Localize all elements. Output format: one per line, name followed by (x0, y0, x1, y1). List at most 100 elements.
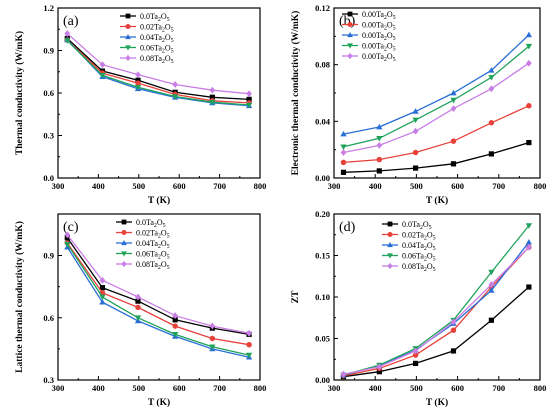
data-point (246, 96, 252, 102)
series-line (66, 40, 250, 106)
data-point (376, 156, 383, 163)
series-line (343, 34, 530, 135)
data-point (64, 241, 71, 248)
series-line (343, 246, 530, 377)
data-point (340, 370, 347, 378)
series-4 (340, 43, 532, 151)
legend-marker (121, 229, 127, 236)
x-tick-label: 500 (132, 181, 145, 191)
series-3 (64, 243, 253, 360)
data-point (209, 344, 216, 351)
data-point (64, 231, 71, 239)
chart-panel-1: 300 400 500 600 700 800 0.0 0.3 0.6 0.9 1.2 T (K) Th… (14, 3, 266, 206)
data-point (134, 315, 142, 321)
data-point (135, 293, 141, 301)
x-tick-label: 400 (369, 383, 382, 393)
legend-entry: 0.02Ta2O5 (140, 23, 174, 34)
series-5 (340, 59, 532, 156)
data-point (525, 238, 532, 245)
legend-entry: 0.04Ta2O5 (136, 239, 170, 250)
data-point (526, 59, 532, 67)
data-point (450, 97, 457, 104)
series-line (343, 141, 530, 173)
series-line (343, 62, 530, 154)
y-axis-title: ZT (291, 290, 301, 303)
legend-marker (121, 240, 127, 246)
series-line (343, 246, 530, 375)
x-tick-label: 400 (92, 383, 105, 393)
data-point (376, 142, 383, 149)
data-point (340, 169, 347, 175)
data-point (488, 67, 495, 73)
data-point (526, 284, 532, 290)
y-tick-label: 0.08 (315, 60, 330, 70)
series-4 (340, 223, 532, 379)
series-line (343, 286, 530, 378)
series-1 (340, 139, 532, 175)
x-tick-label: 800 (254, 383, 267, 393)
data-point (246, 341, 252, 348)
data-point (135, 304, 141, 311)
y-axis-title: Thermal conductivity (W/mK) (14, 31, 25, 155)
y-axis-title: Electronic thermal conductivity (W/mK) (290, 11, 301, 176)
y-tick-label: 1.2 (43, 3, 54, 13)
x-axis-title: T (K) (426, 195, 448, 206)
data-point (172, 81, 179, 88)
legend-marker (347, 52, 353, 60)
legend: 0.00Ta2O50.00Ta2O50.00Ta2O50.00Ta2O50.00… (342, 10, 396, 63)
legend-entry: 0.0Ta2O5 (402, 220, 432, 231)
x-axis-title: T (K) (148, 195, 170, 206)
legend-entry: 0.0Ta2O5 (136, 218, 166, 229)
series-line (66, 243, 250, 356)
y-tick-label: 0.05 (315, 334, 330, 344)
y-tick-label: 0.6 (43, 313, 54, 323)
series-5 (340, 243, 532, 378)
series-line (66, 242, 250, 346)
series-line (343, 105, 530, 164)
data-point (412, 108, 419, 114)
data-point (340, 144, 347, 151)
data-point (526, 103, 532, 109)
legend-marker (125, 13, 131, 19)
legend-entry: 0.04Ta2O5 (402, 241, 436, 252)
legend: 0.0Ta2O50.02Ta2O50.04Ta2O50.06Ta2O50.08T… (116, 218, 170, 271)
data-point (450, 327, 457, 333)
data-point (525, 43, 532, 50)
legend-marker (387, 242, 393, 248)
data-point (64, 38, 71, 44)
legend-entry: 0.08Ta2O5 (136, 260, 170, 271)
legend-marker (347, 43, 353, 49)
x-axis-title: T (K) (426, 397, 448, 408)
data-point (135, 71, 141, 78)
x-tick-label: 800 (254, 181, 267, 191)
x-tick-label: 600 (451, 383, 464, 393)
data-point (135, 298, 141, 304)
data-point (99, 294, 106, 301)
y-tick-label: 0.9 (43, 251, 54, 261)
data-point (488, 317, 494, 323)
data-point (488, 287, 495, 293)
series-line (66, 234, 250, 334)
x-tick-label: 400 (369, 181, 382, 191)
chart-panel-4: 300 400 500 600 700 800 0.00 0.05 0.10 0.15 0.20 T … (291, 209, 546, 408)
x-axis-title: T (K) (148, 397, 170, 408)
y-tick-label: 0.04 (315, 116, 331, 126)
panel-label: (d) (339, 220, 356, 235)
data-point (450, 89, 457, 96)
data-point (245, 352, 253, 359)
data-point (412, 360, 419, 366)
legend-entry: 0.00Ta2O5 (362, 21, 396, 32)
chart-panel-2: 300 400 500 600 700 800 0.00 0.04 0.08 0.12 T (K) E… (290, 3, 546, 206)
data-point (134, 84, 142, 91)
plot-frame (333, 213, 541, 381)
data-point (488, 120, 495, 126)
x-tick-label: 700 (492, 181, 505, 191)
data-point (525, 31, 532, 38)
data-point (488, 75, 495, 81)
y-tick-label: 0.9 (43, 46, 54, 56)
x-tick-label: 700 (213, 181, 226, 191)
data-point (526, 243, 532, 251)
series-line (343, 241, 530, 376)
legend-entry: 0.02Ta2O5 (136, 229, 170, 240)
y-tick-label: 0.6 (43, 88, 54, 98)
